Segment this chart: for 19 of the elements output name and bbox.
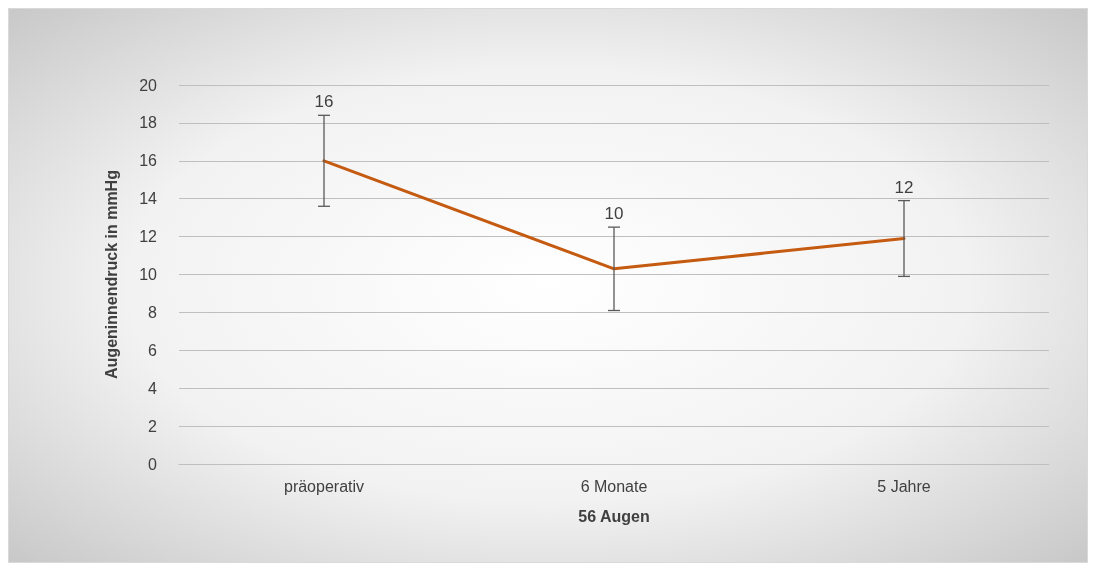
x-axis-title: 56 Augen <box>578 507 650 525</box>
data-label: 12 <box>894 177 914 197</box>
y-tick-label: 10 <box>139 266 158 283</box>
y-tick-label: 8 <box>148 303 158 321</box>
x-tick-label: präoperativ <box>283 477 365 495</box>
y-tick-label: 20 <box>139 76 158 94</box>
y-tick-label: 16 <box>139 152 158 170</box>
x-tick-label: 5 Jahre <box>877 477 931 495</box>
y-tick-label: 2 <box>148 417 158 435</box>
y-tick-label: 14 <box>139 190 158 208</box>
y-tick-label: 6 <box>148 341 158 359</box>
y-tick-label: 18 <box>139 114 158 132</box>
y-tick-label: 12 <box>139 228 158 246</box>
y-tick-label: 4 <box>148 379 158 397</box>
x-tick-label: 6 Monate <box>580 477 648 495</box>
y-axis-title: Augeninnendruck in mmHg <box>102 170 120 379</box>
data-label: 10 <box>604 204 624 224</box>
y-tick-label: 0 <box>148 455 158 473</box>
data-label: 16 <box>314 92 334 112</box>
